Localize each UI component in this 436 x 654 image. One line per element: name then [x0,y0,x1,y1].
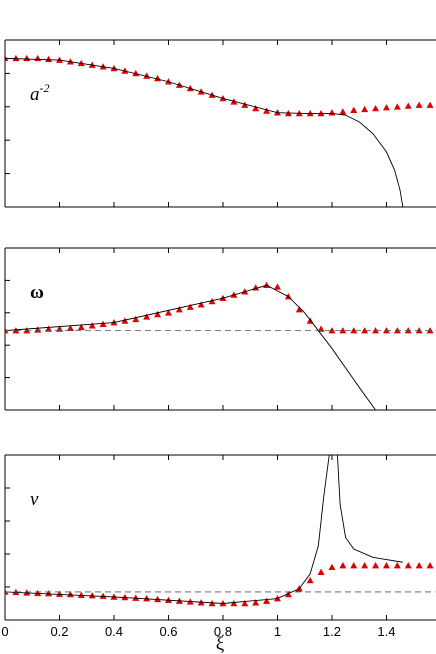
x-tick-label: 0 [1,624,8,639]
triangle-marker [186,303,194,310]
x-tick-label: 1.4 [377,624,395,639]
panel: a-2 [4,39,436,208]
triangle-marker [350,106,358,113]
x-tick-label: 0.6 [159,624,177,639]
x-tick-label: 0.2 [50,624,68,639]
x-tick-label: 0.4 [105,624,123,639]
triangle-marker [154,595,162,603]
triangle-marker [66,324,74,331]
panel-label: v [30,489,39,510]
triangle-marker [34,589,42,597]
curve [5,57,404,207]
triangle-marker [230,600,238,607]
triangle-marker [99,592,107,599]
triangle-marker [404,562,412,569]
triangle-marker [77,591,85,599]
panel-label: ω [30,282,44,303]
triangle-marker [393,562,401,569]
label-base: v [30,489,39,510]
triangle-marker [88,592,96,599]
triangle-marker [317,568,325,575]
triangle-marker [350,327,358,334]
triangle-marker [415,562,423,569]
panel: 0 0.2 0.4 0.6 0.8 1 1.2 1.4 v ξ [1,454,436,654]
curve [5,284,376,410]
triangle-marker [263,107,271,114]
triangle-marker [34,326,42,333]
label-base: a [30,84,40,105]
triangle-marker [339,562,347,569]
x-tick-label: 0.8 [214,624,232,639]
triangle-marker [328,327,336,334]
triangle-marker [328,563,336,570]
triangle-marker [132,315,140,323]
triangle-marker [121,593,129,601]
triangle-marker [306,576,314,584]
triangle-marker [5,588,9,595]
triangle-marker [197,301,205,308]
triangle-marker [415,101,423,108]
triangle-marker [164,309,172,316]
triangle-marker [5,54,9,62]
triangle-marker [143,595,151,602]
triangle-marker [372,562,380,569]
triangle-marker [339,108,347,115]
triangle-marker [372,104,380,112]
triangle-marker [55,590,63,597]
triangle-marker [426,562,434,569]
plot-area [5,281,436,410]
plot-area [5,54,434,207]
curve [5,455,403,604]
triangle-marker [99,320,107,327]
triangle-marker [23,54,31,62]
triangle-marker [77,323,85,331]
triangle-marker [66,590,74,598]
triangle-marker [121,67,129,74]
triangle-marker [404,102,412,109]
triangle-marker [295,306,303,313]
panel-label: a-2 [30,81,50,105]
triangle-marker [339,327,347,334]
triangle-marker [132,594,140,601]
triangle-marker [241,101,249,108]
triangle-marker [143,313,151,320]
triangle-marker [154,310,162,318]
triangle-marker [175,306,183,313]
triangle-marker [382,562,390,569]
triangle-marker [252,599,260,606]
triangle-marker [382,104,390,111]
panel: ω [4,247,436,411]
label-base: ω [30,282,44,303]
triangle-marker [23,589,31,596]
triangle-marker [263,597,271,604]
triangle-marker [328,109,336,116]
triangle-marker [393,103,401,110]
x-tick-label: 1.2 [323,624,341,639]
triangle-marker [88,322,96,329]
triangle-marker [241,600,249,607]
triangle-marker [361,327,369,334]
triangle-marker [361,562,369,569]
x-tick-label: 1 [274,624,281,639]
plot-area [5,455,436,607]
triangle-marker [45,55,53,63]
triangle-marker [252,104,260,112]
x-axis-label: ξ [216,634,225,654]
triangle-marker [361,105,369,113]
triangle-marker [12,54,20,62]
triangle-marker [426,101,434,108]
triangle-marker [273,283,281,290]
triangle-marker [45,590,53,597]
triangle-marker [34,54,42,62]
triangle-marker [350,562,358,569]
label-sup: -2 [40,81,50,95]
